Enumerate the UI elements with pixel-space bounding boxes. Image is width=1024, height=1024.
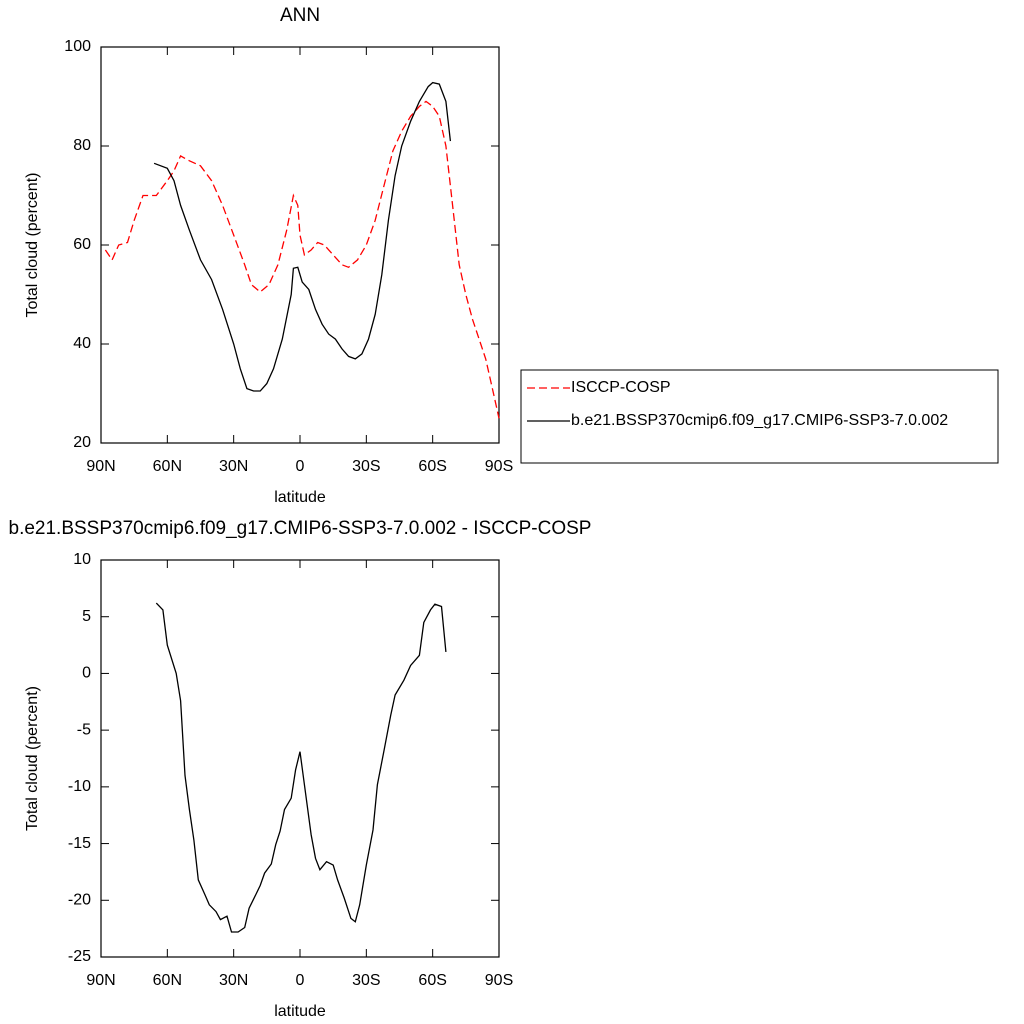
- x-tick-label: 90N: [86, 972, 115, 989]
- x-tick-label: 90S: [485, 972, 513, 989]
- data-line: [104, 100, 500, 419]
- y-tick-label: -20: [68, 892, 91, 909]
- legend-box: [520, 369, 999, 464]
- y-tick-label: -15: [68, 835, 91, 852]
- x-tick-label: 30S: [352, 458, 380, 475]
- legend-label: b.e21.BSSP370cmip6.f09_g17.CMIP6-SSP3-7.…: [571, 412, 948, 429]
- y-tick-label: 100: [64, 38, 91, 55]
- x-axis-label: latitude: [274, 489, 326, 506]
- data-line: [153, 81, 452, 392]
- legend-label: ISCCP-COSP: [571, 379, 671, 396]
- x-tick-label: 90S: [485, 458, 513, 475]
- x-tick-label: 90N: [86, 458, 115, 475]
- plot-frame: [100, 559, 500, 958]
- y-axis-label: Total cloud (percent): [24, 173, 41, 318]
- x-tick-label: 0: [296, 972, 305, 989]
- x-tick-label: 60S: [418, 458, 446, 475]
- y-tick-label: 40: [73, 335, 91, 352]
- y-axis-label: Total cloud (percent): [24, 686, 41, 831]
- y-tick-label: 20: [73, 434, 91, 451]
- y-tick-label: 0: [82, 665, 91, 682]
- y-tick-label: -5: [77, 721, 91, 738]
- data-line: [155, 602, 447, 933]
- y-tick-label: 10: [73, 551, 91, 568]
- y-tick-label: -10: [68, 778, 91, 795]
- x-tick-label: 60N: [153, 972, 182, 989]
- y-tick-label: 60: [73, 236, 91, 253]
- chart-title: ANN: [280, 5, 320, 26]
- y-tick-label: 5: [82, 608, 91, 625]
- chart-title: b.e21.BSSP370cmip6.f09_g17.CMIP6-SSP3-7.…: [9, 518, 592, 539]
- x-tick-label: 0: [296, 458, 305, 475]
- x-tick-label: 30N: [219, 458, 248, 475]
- x-tick-label: 30N: [219, 972, 248, 989]
- y-tick-label: 80: [73, 137, 91, 154]
- x-tick-label: 60S: [418, 972, 446, 989]
- plot-frame: [100, 46, 500, 444]
- x-tick-label: 30S: [352, 972, 380, 989]
- x-axis-label: latitude: [274, 1003, 326, 1020]
- x-tick-label: 60N: [153, 458, 182, 475]
- y-tick-label: -25: [68, 948, 91, 965]
